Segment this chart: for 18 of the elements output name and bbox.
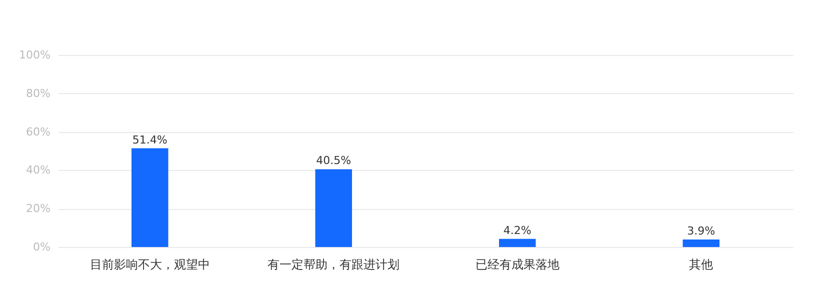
- y-tick-label: 60%: [26, 125, 50, 138]
- bar: [132, 148, 168, 247]
- y-tick-label: 40%: [26, 164, 50, 177]
- y-tick-label: 80%: [26, 86, 50, 100]
- x-tick-label: 目前影响不大，观望中: [90, 258, 210, 272]
- x-tick-label: 有一定帮助，有跟进计划: [268, 258, 400, 272]
- y-tick-label: 20%: [26, 202, 50, 216]
- bar: [499, 238, 536, 247]
- y-tick-label: 100%: [19, 48, 50, 62]
- data-label: 3.9%: [687, 224, 716, 238]
- bar: [315, 169, 352, 247]
- data-label: 4.2%: [503, 224, 532, 237]
- y-tick-label: 0%: [33, 240, 50, 254]
- x-tick-label: 已经有成果落地: [475, 258, 560, 272]
- data-label: 40.5%: [316, 154, 352, 168]
- x-tick-label: 其他: [689, 258, 714, 272]
- bar: [682, 240, 720, 247]
- data-label: 51.4%: [132, 133, 168, 146]
